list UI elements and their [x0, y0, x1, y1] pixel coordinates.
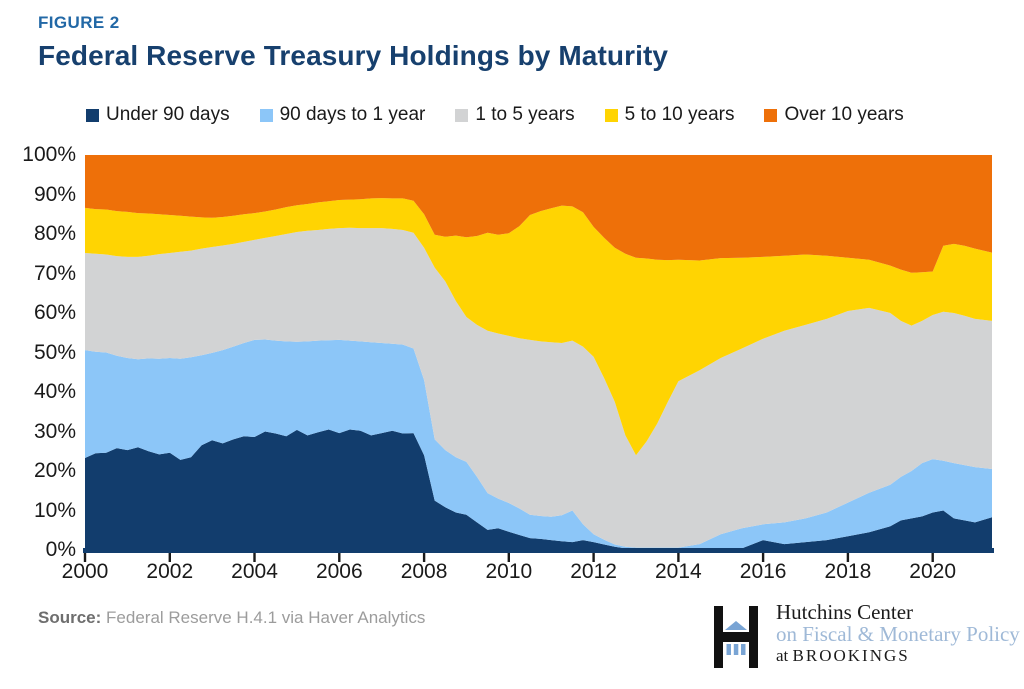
y-axis-label: 90%: [33, 182, 76, 206]
logo-line-fiscal-monetary: on Fiscal & Monetary Policy: [776, 622, 1020, 646]
legend-swatch-icon: [764, 108, 778, 122]
x-axis-label: 2010: [485, 560, 533, 583]
x-tick-mark: [338, 553, 341, 562]
logo-text: Hutchins Center on Fiscal & Monetary Pol…: [776, 601, 1020, 668]
y-axis-label: 10%: [33, 498, 76, 522]
x-axis-label: 2018: [824, 560, 872, 583]
x-axis-label: 2002: [146, 560, 194, 583]
legend-swatch-icon: [604, 108, 618, 122]
hutchins-h-logo-icon: [714, 606, 758, 668]
legend-label: 90 days to 1 year: [279, 104, 426, 125]
x-tick-mark: [83, 553, 87, 562]
x-axis-label: 2016: [739, 560, 787, 583]
area-under-90-days: [85, 429, 992, 550]
source-label: Source:: [38, 608, 102, 627]
area-1-to-5-years: [85, 227, 992, 548]
x-tick-mark: [507, 553, 510, 562]
page-title: Federal Reserve Treasury Holdings by Mat…: [38, 40, 669, 71]
x-axis-label: 2020: [909, 560, 957, 583]
x-tick-mark: [168, 553, 171, 562]
legend-swatch-icon: [259, 108, 273, 122]
pediment-icon: [725, 621, 747, 630]
hutchins-brookings-logo: Hutchins Center on Fiscal & Monetary Pol…: [714, 601, 1020, 668]
x-axis-label: 2008: [400, 560, 448, 583]
x-tick-mark: [846, 553, 850, 562]
y-axis-label: 60%: [33, 301, 76, 324]
y-axis-label: 50%: [33, 340, 76, 364]
y-axis-label: 40%: [33, 380, 76, 403]
legend-swatch-icon: [86, 108, 99, 122]
legend-item-1-to-5-years: 1 to 5 years: [455, 104, 575, 126]
area-90-days-to-1-year: [85, 339, 992, 549]
x-tick-mark: [422, 553, 426, 562]
logo-line-at-brookings: at BROOKINGS: [776, 645, 1020, 667]
area-over-10-years: [85, 155, 992, 273]
source-line: Source: Federal Reserve H.4.1 via Haver …: [38, 608, 425, 628]
y-axis-label: 30%: [33, 419, 76, 443]
x-axis-label: 2014: [655, 560, 702, 583]
figure-label: FIGURE 2: [38, 13, 120, 32]
logo-at: at: [776, 646, 793, 665]
x-axis-label: 2000: [61, 560, 109, 583]
legend-item-under-90-days: Under 90 days: [86, 104, 230, 126]
y-axis-label: 0%: [45, 538, 76, 561]
legend-label: 5 to 10 years: [624, 104, 735, 125]
x-tick-mark: [677, 553, 680, 562]
legend-label: Over 10 years: [784, 104, 904, 125]
x-tick-mark: [592, 553, 595, 562]
x-tick-mark: [931, 553, 934, 562]
legend-swatch-icon: [455, 108, 469, 122]
x-axis-line: [83, 548, 994, 553]
area-5-to-10-years: [85, 198, 992, 456]
legend-item-5-to-10-years: 5 to 10 years: [604, 104, 735, 126]
x-tick-mark: [761, 553, 765, 562]
y-axis-label: 20%: [33, 459, 76, 482]
y-axis-label: 70%: [33, 261, 76, 285]
x-axis-label: 2004: [231, 560, 278, 583]
legend-item-90-days-to-1-year: 90 days to 1 year: [259, 104, 426, 126]
y-axis-label: 80%: [33, 222, 76, 245]
x-axis-label: 2006: [315, 560, 363, 583]
x-tick-mark: [253, 553, 256, 562]
source-text: Federal Reserve H.4.1 via Haver Analytic…: [106, 608, 426, 627]
logo-brookings: BROOKINGS: [792, 646, 910, 665]
legend-label: 1 to 5 years: [475, 104, 575, 125]
legend-label: Under 90 days: [106, 104, 230, 125]
x-axis-label: 2012: [570, 560, 617, 583]
logo-line-hutchins-center: Hutchins Center: [776, 600, 914, 624]
chart-legend: Under 90 days 90 days to 1 year 1 to 5 yea…: [86, 104, 904, 126]
legend-item-over-10-years: Over 10 years: [764, 104, 904, 126]
y-axis-label: 100%: [22, 143, 76, 166]
